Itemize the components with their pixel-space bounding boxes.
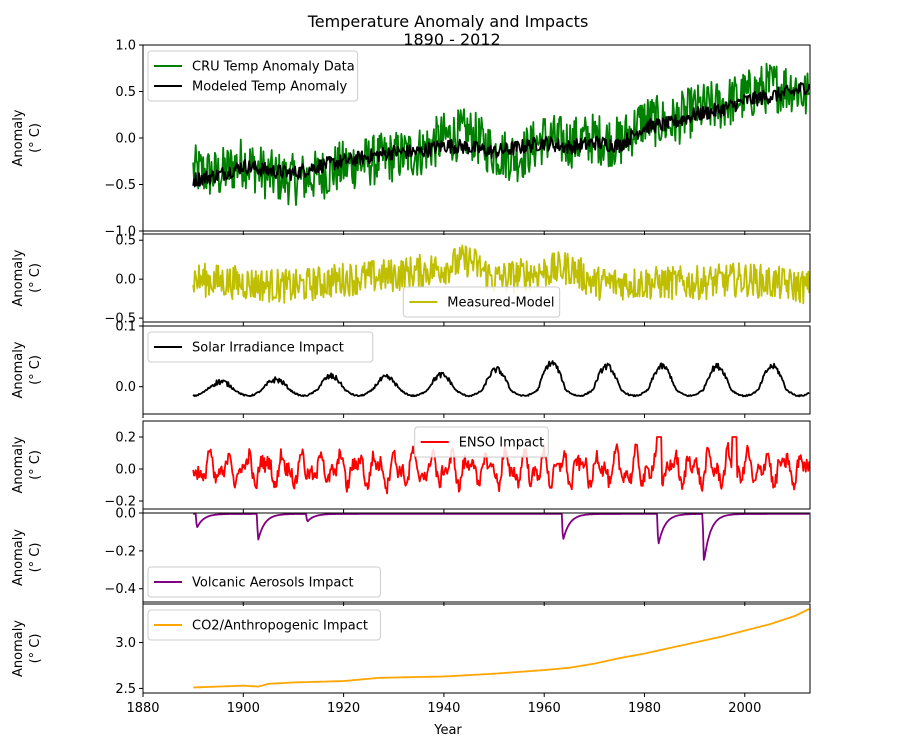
x-tick-label: 1980 [628, 701, 661, 716]
y-axis-label-line1: Anomaly [11, 436, 26, 493]
y-axis-label: Anomaly (° C) [11, 249, 43, 306]
panel-co2: 3.0 2.5 1880 1900 1920 1940 1960 1980 2000 Anomal… [11, 603, 811, 716]
y-tick-label: 0.2 [115, 431, 136, 446]
x-tick-label: 1920 [327, 701, 360, 716]
x-tick-label: 2000 [728, 701, 761, 716]
y-axis-label-line2: (° C) [28, 355, 43, 385]
y-tick-label: −1.0 [104, 225, 136, 240]
y-tick-label: 0.5 [115, 85, 136, 100]
y-axis-label-line1: Anomaly [11, 529, 26, 586]
y-tick-label: 0.1 [115, 320, 136, 335]
series-line-volcanic-0 [193, 513, 810, 561]
legend: ENSO Impact [414, 426, 549, 458]
panel-enso: 0.2 0.0 −0.2 Anomaly (° C) ENSO Impact [11, 420, 811, 513]
y-axis-label-line1: Anomaly [11, 341, 26, 398]
y-axis-label: Anomaly (° C) [11, 341, 43, 398]
y-axis-label-line2: (° C) [28, 634, 43, 664]
panel-resid: 0.5 0.0 −0.5 Anomaly (° C) Measured-Model [11, 233, 811, 327]
x-tick-label: 1900 [227, 701, 260, 716]
legend-label: CRU Temp Anomaly Data [192, 60, 355, 75]
legend-box [147, 566, 381, 598]
legend-label: Volcanic Aerosols Impact [192, 576, 354, 591]
series-line-solar-0 [192, 360, 810, 398]
legend: CO2/Anthropogenic Impact [147, 609, 381, 641]
y-axis-label: Anomaly (° C) [11, 436, 43, 493]
legend: CRU Temp Anomaly Data Modeled Temp Anomal… [147, 50, 359, 102]
y-tick-label: 0.0 [115, 273, 136, 288]
y-axis-label: Anomaly (° C) [11, 620, 43, 677]
y-tick-label: 0.5 [115, 234, 136, 249]
y-axis-label-line1: Anomaly [11, 109, 26, 166]
x-tick-label: 1960 [528, 701, 561, 716]
y-axis-label-line1: Anomaly [11, 620, 26, 677]
y-tick-label: 3.0 [115, 636, 136, 651]
legend-box [147, 609, 381, 641]
legend-label: CO2/Anthropogenic Impact [192, 619, 368, 634]
panel-volcanic: 0.0 −0.2 −0.4 Anomaly (° C) Volcanic Aerosols… [11, 507, 811, 606]
y-tick-label: 2.5 [115, 682, 136, 697]
y-tick-label: 0.0 [115, 132, 136, 147]
axes-frame [142, 603, 811, 694]
legend-box [414, 426, 549, 458]
axes-frame [142, 233, 811, 323]
series-line-enso-0 [192, 436, 810, 495]
legend-label: Measured-Model [447, 296, 554, 311]
legend-box [147, 50, 359, 102]
y-axis-label: Anomaly (° C) [11, 109, 43, 166]
legend-label: ENSO Impact [459, 436, 545, 451]
axes-frame [142, 512, 811, 603]
series-line-resid-0 [192, 244, 810, 305]
y-tick-label: −0.5 [104, 178, 136, 193]
panel-temp: 1.0 0.5 0.0 −0.5 −1.0 Anomaly (° C) CRU Temp An… [11, 39, 811, 240]
y-tick-label: 1.0 [115, 39, 136, 54]
legend-label: Solar Irradiance Impact [192, 341, 344, 356]
y-tick-label: −0.2 [104, 544, 136, 559]
axes-frame [142, 420, 811, 510]
x-axis-label: Year [433, 723, 462, 738]
series-line-temp-1 [192, 82, 810, 188]
y-axis-label-line2: (° C) [28, 450, 43, 480]
y-axis-label-line1: Anomaly [11, 249, 26, 306]
panel-solar: 0.1 0.0 Anomaly (° C) Solar Irradiance Impac… [11, 320, 811, 418]
axes-frame [142, 325, 811, 415]
y-axis-label-line2: (° C) [28, 263, 43, 293]
legend: Volcanic Aerosols Impact [147, 566, 381, 598]
y-tick-label: 0.0 [115, 507, 136, 522]
x-tick-label: 1940 [427, 701, 460, 716]
legend: Measured-Model [402, 286, 561, 318]
x-tick-label: 1880 [126, 701, 159, 716]
legend-box [402, 286, 561, 318]
y-axis-label-line2: (° C) [28, 543, 43, 573]
legend-label: Modeled Temp Anomaly [192, 80, 348, 95]
y-axis-label: Anomaly (° C) [11, 529, 43, 586]
legend-box [147, 331, 374, 363]
series-line-co2-0 [193, 608, 810, 689]
y-tick-label: 0.0 [115, 380, 136, 395]
legend: Solar Irradiance Impact [147, 331, 374, 363]
y-tick-label: −0.2 [104, 495, 136, 510]
y-tick-label: −0.4 [104, 582, 136, 597]
chart-subtitle: 1890 - 2012 [403, 30, 500, 49]
y-tick-label: 0.0 [115, 463, 136, 478]
y-axis-label-line2: (° C) [28, 123, 43, 153]
chart-title: Temperature Anomaly and Impacts [307, 12, 589, 31]
y-tick-label: −0.5 [104, 312, 136, 327]
